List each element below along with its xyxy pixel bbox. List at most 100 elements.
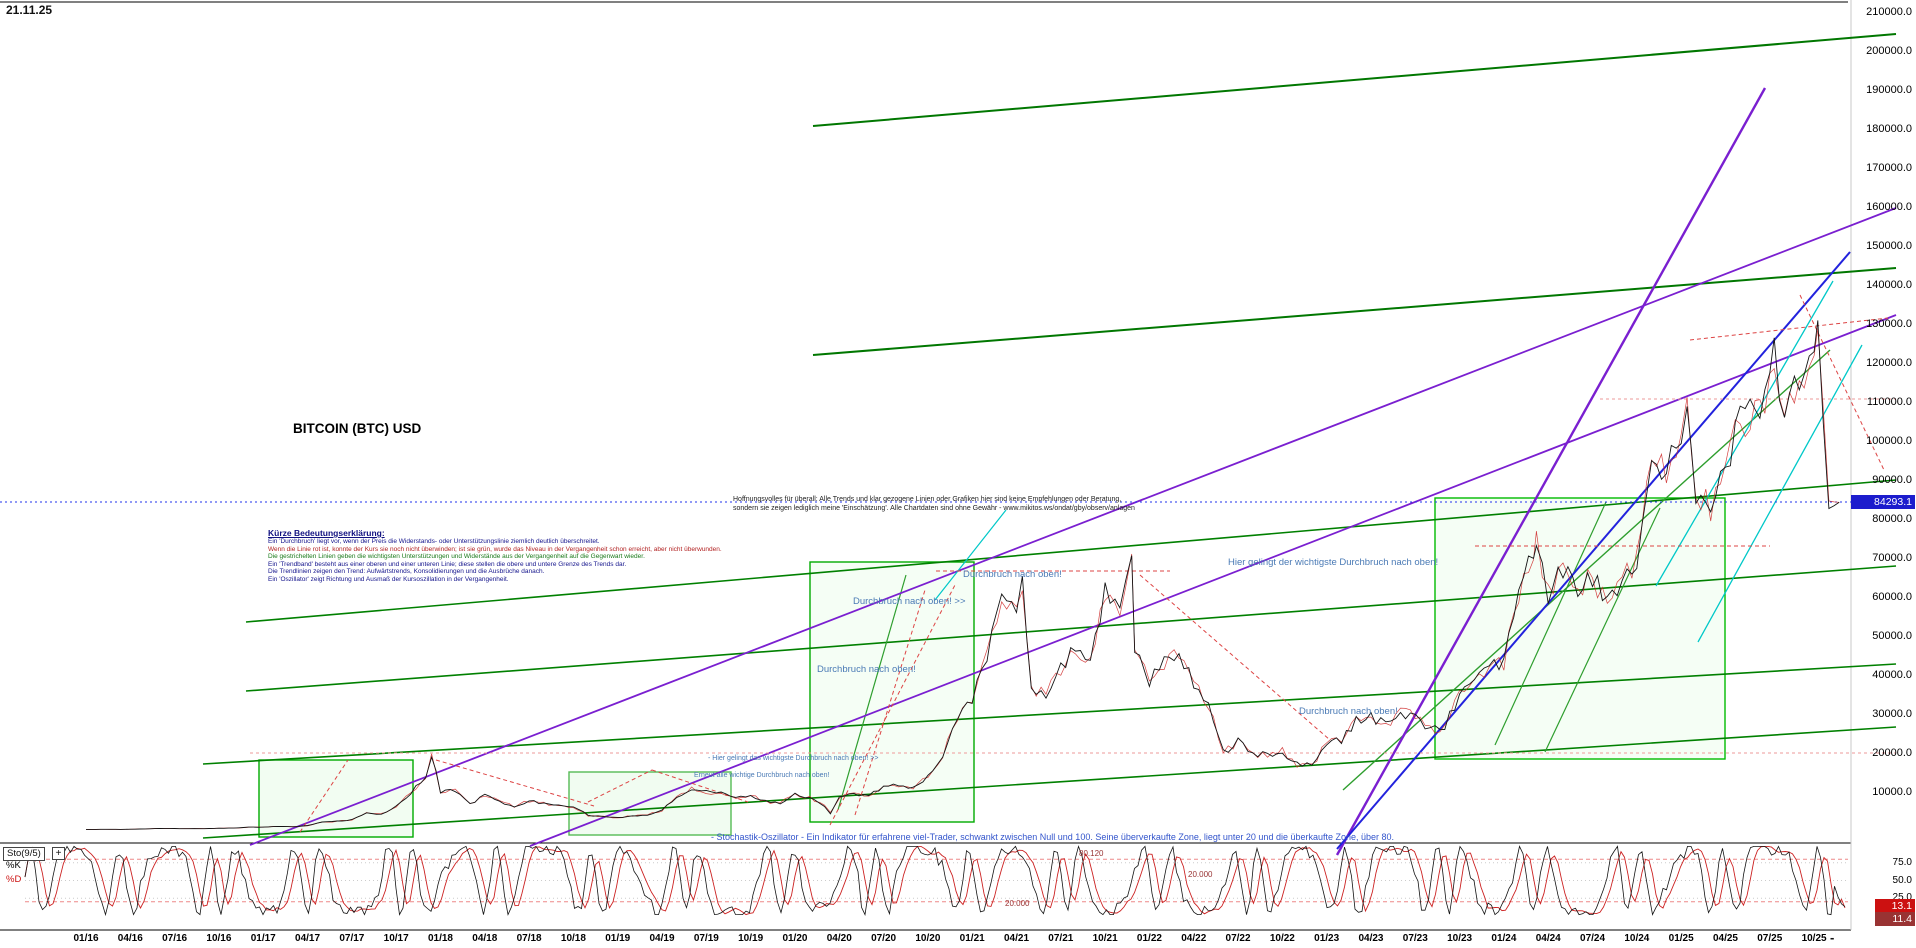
chart-annotation: Durchbruch nach oben! [1299,706,1398,717]
dashed-trendline [587,769,653,803]
price-axis-label: 40000.0 [1872,669,1912,681]
price-axis-label: 210000.0 [1866,6,1912,18]
date-axis-label: 01/24 [1491,933,1517,944]
chart-annotation: Hier gelingt der wichtigste Durchbruch n… [1228,557,1439,568]
price-axis-label: 120000.0 [1866,357,1912,369]
date-axis-label: 01/20 [782,933,808,944]
price-axis-label: 150000.0 [1866,240,1912,252]
date-axis-label: 10/25 [1801,933,1827,944]
date-axis-label: 01/22 [1136,933,1162,944]
price-series [85,320,1840,831]
stochastic-d-label: %D [6,874,22,885]
chart-annotation: Durchbruch nach oben! [817,664,916,675]
zoom-out-button[interactable]: - [1830,930,1835,945]
trendline [837,574,907,811]
date-axis-label: 07/25 [1757,933,1783,944]
date-axis-label: 04/24 [1535,933,1561,944]
trendline [812,267,1897,356]
oscillator-level-label: 25.0 [1892,892,1912,904]
trendline [1697,344,1863,643]
date-axis-label: 04/23 [1358,933,1384,944]
date-axis-label: 10/19 [738,933,764,944]
date-axis-label: 07/20 [871,933,897,944]
chart-annotation: Erneut alle wichtige Durchbruch nach obe… [694,772,830,779]
date-axis-label: 04/22 [1181,933,1207,944]
date-axis-label: 04/17 [295,933,321,944]
chart-title: BITCOIN (BTC) USD [293,421,422,436]
date-axis-label: 07/19 [693,933,719,944]
price-axis-label: 70000.0 [1872,552,1912,564]
indicator-add-button[interactable]: + [52,847,65,860]
stochastic-d-value-badge: 11.4 [1875,912,1915,926]
date-axis-label: 10/20 [915,933,941,944]
dashed-trendline [854,589,926,816]
trendline [249,207,1897,846]
price-axis-label: 80000.0 [1872,513,1912,525]
trendline [245,565,1897,692]
price-axis-label: 130000.0 [1866,318,1912,330]
dashed-trendline [299,759,349,833]
oscillator-lower-level-label: 20.000 [1188,870,1213,879]
date-axis-label: 01/17 [250,933,276,944]
oscillator-level-label: 75.0 [1892,856,1912,868]
disclaimer-text: Hoffnungsvolles für überall: Alle Trends… [733,496,1135,513]
current-date-label: 21.11.25 [4,3,55,17]
trendline [812,33,1897,127]
price-series-red [85,328,1840,830]
date-axis-label: 04/20 [826,933,852,944]
trendline [1544,507,1661,753]
date-axis-label: 07/18 [516,933,542,944]
stochastic-k-value-badge: 13.1 [1875,899,1915,913]
date-axis-label: 10/23 [1447,933,1473,944]
price-axis-label: 100000.0 [1866,435,1912,447]
legend-line: Die Trendlinien zeigen den Trend: Aufwär… [268,568,545,576]
chart-annotation: Durchbruch nach oben! >> [853,596,966,607]
highlight-box [1434,497,1726,760]
date-axis-label: 07/16 [162,933,188,944]
price-axis-label: 20000.0 [1872,747,1912,759]
date-axis-label: 07/24 [1580,933,1606,944]
price-axis-label: 110000.0 [1866,396,1912,408]
price-axis-label: 90000.0 [1872,474,1912,486]
date-axis-label: 07/17 [339,933,365,944]
price-axis-label: 50000.0 [1872,630,1912,642]
date-axis-label: 07/21 [1048,933,1074,944]
trendline [1336,251,1851,850]
dashed-trendline [1799,294,1885,471]
trendline [245,479,1897,623]
highlight-box [568,771,732,836]
disclaimer-line-2: sondern sie zeigen lediglich meine 'Eins… [733,504,1135,512]
legend-line: Ein 'Trendband' besteht aus einer oberen… [268,560,627,568]
trendline [934,509,1007,601]
date-axis-label: 10/24 [1624,933,1650,944]
date-axis-label: 01/19 [605,933,631,944]
legend-line: Wenn die Linie rot ist, konnte der Kurs … [268,545,722,553]
date-axis-label: 10/16 [206,933,232,944]
date-axis-label: 04/21 [1003,933,1030,944]
date-axis-label: 01/25 [1668,933,1694,944]
price-axis-label: 160000.0 [1866,201,1912,213]
date-axis-label: 01/23 [1314,933,1340,944]
dashed-trendline [829,584,956,826]
current-price-badge: 84293.1 [1851,495,1915,509]
legend-line: Die gestrichelten Linien geben die wicht… [268,553,645,561]
price-axis-label: 200000.0 [1866,45,1912,57]
oscillator-description: - Stochastik-Oszillator - Ein Indikator … [711,832,1395,842]
legend-line: Ein 'Oszillator' zeigt Richtung und Ausm… [268,575,509,583]
date-axis-label: 10/18 [560,933,586,944]
trendline [202,726,1897,839]
sto-indicator-button[interactable]: Sto(9/5) [3,847,45,861]
price-axis-label: 140000.0 [1866,279,1912,291]
trendline [1655,280,1834,587]
stochastic-k-line [24,845,1846,917]
chart-annotation: - Hier gelingt das wichtigste Durchbruch… [708,755,879,762]
trendline [1342,349,1831,791]
trendline [529,314,1897,847]
chart-annotation: Durchbruch nach oben! [963,569,1062,580]
date-axis-label: 10/21 [1092,933,1118,944]
date-axis-label: 04/25 [1712,933,1738,944]
trendline [1335,87,1767,856]
date-axis-label: 01/16 [73,933,99,944]
legend-lines: Ein 'Durchbruch' liegt vor, wenn der Pre… [268,538,722,584]
